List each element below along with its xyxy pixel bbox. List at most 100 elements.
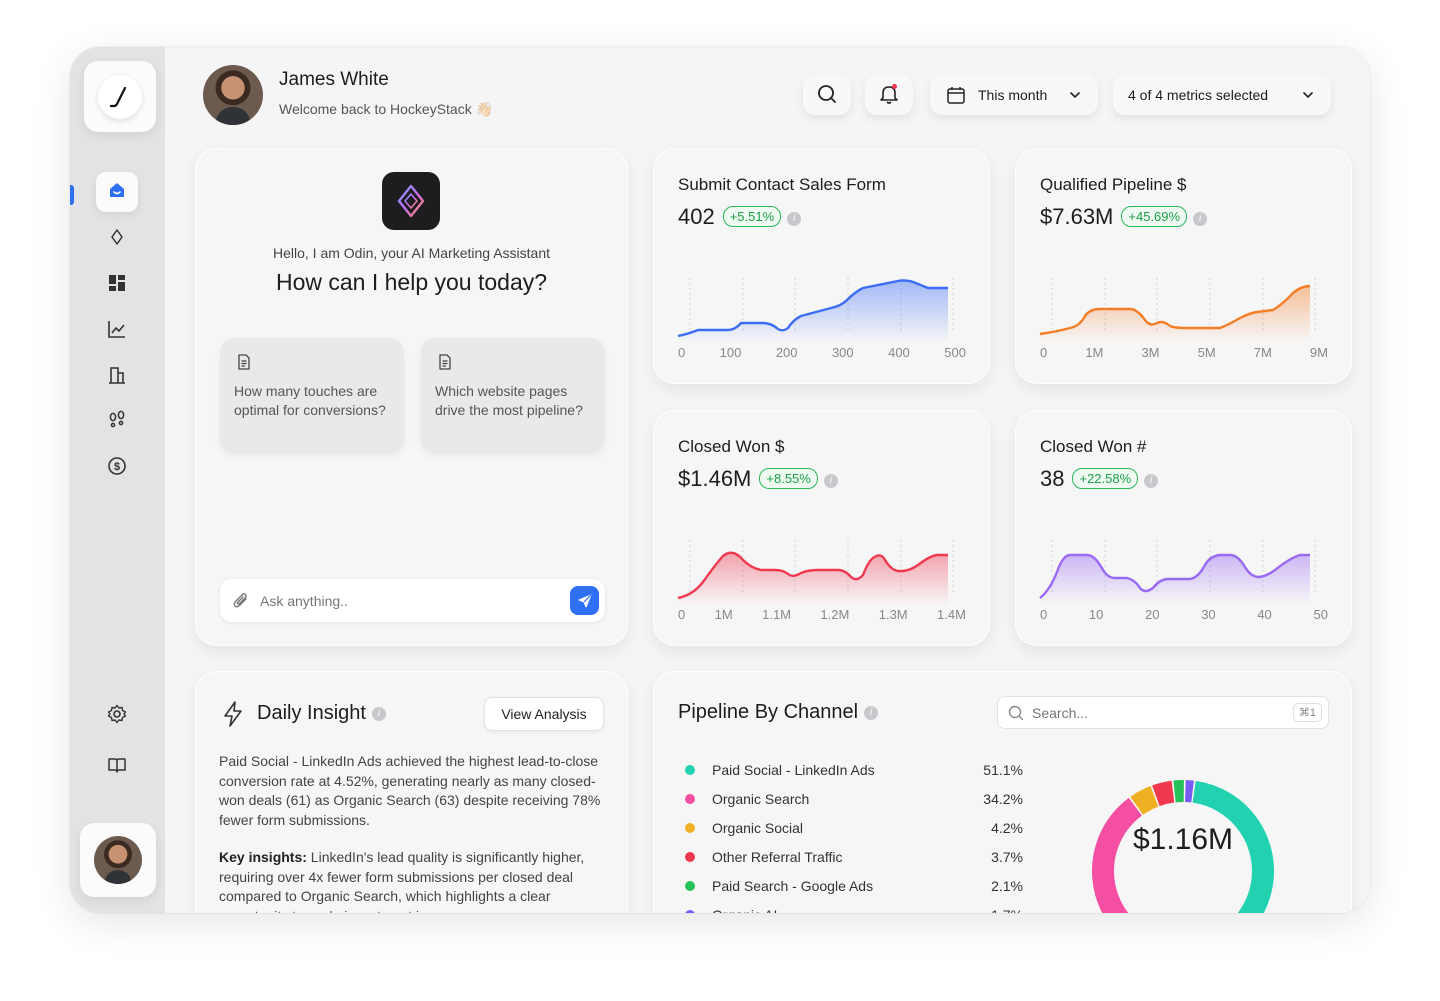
info-icon[interactable]: i xyxy=(864,706,879,720)
metric-card[interactable]: Closed Won # 38 +22.58% i 0 10 20 30 40 50 xyxy=(1015,410,1352,646)
profile-button[interactable] xyxy=(80,823,156,897)
svg-text:$: $ xyxy=(114,461,120,473)
channel-row[interactable]: Organic AI 1.7% xyxy=(683,905,1023,913)
date-filter-dropdown[interactable]: This month xyxy=(930,75,1098,115)
suggestion-chip[interactable]: Which website pages drive the most pipel… xyxy=(421,338,605,453)
channel-percent: 34.2% xyxy=(983,791,1023,807)
chat-input[interactable] xyxy=(260,589,550,612)
metric-card[interactable]: Submit Contact Sales Form 402 +5.51% i 0 1… xyxy=(653,148,990,384)
search-icon xyxy=(1008,705,1024,726)
footsteps-icon xyxy=(107,410,127,435)
x-axis-ticks: 0 1M 1.1M 1.2M 1.3M 1.4M xyxy=(678,607,966,622)
metric-title: Submit Contact Sales Form xyxy=(678,175,886,194)
metric-value-row: 402 +5.51% i xyxy=(678,204,802,230)
insight-paragraph: Paid Social - LinkedIn Ads achieved the … xyxy=(219,753,601,828)
sidebar-item-reports[interactable] xyxy=(96,311,138,351)
document-icon xyxy=(437,354,453,375)
sparkline-chart xyxy=(1039,540,1316,605)
donut-segment[interactable] xyxy=(1092,797,1159,913)
daily-insight-card: Daily Insight i View Analysis Paid Social… xyxy=(195,671,628,913)
channel-name: Paid Social - LinkedIn Ads xyxy=(712,762,875,778)
send-icon xyxy=(577,593,593,609)
sidebar-item-odin[interactable] xyxy=(96,219,138,259)
logo-button[interactable] xyxy=(84,61,156,132)
tick-label: 1M xyxy=(1085,345,1104,360)
info-icon[interactable]: i xyxy=(1193,212,1208,226)
metric-title: Closed Won # xyxy=(1040,437,1147,456)
info-icon[interactable]: i xyxy=(371,707,386,721)
tick-label: 5M xyxy=(1197,345,1216,360)
chevron-down-icon xyxy=(1301,88,1315,105)
channel-color-dot xyxy=(685,881,695,891)
active-indicator xyxy=(70,185,74,205)
key-insights-text: LinkedIn's lead quality is significantly… xyxy=(219,849,585,913)
line-chart-icon xyxy=(107,319,127,344)
tick-label: 30 xyxy=(1201,607,1216,622)
sidebar-item-settings[interactable] xyxy=(96,696,138,736)
channel-row[interactable]: Organic Search 34.2% xyxy=(683,789,1023,809)
suggestion-chip[interactable]: How many touches are optimal for convers… xyxy=(220,338,404,453)
tick-label: 100 xyxy=(719,345,742,360)
paperclip-icon[interactable] xyxy=(232,591,250,614)
metric-title: Qualified Pipeline $ xyxy=(1040,175,1187,194)
donut-segment[interactable] xyxy=(1152,780,1175,807)
change-badge: +45.69% xyxy=(1121,206,1188,227)
tick-label: 9M xyxy=(1309,345,1328,360)
channel-row[interactable]: Other Referral Traffic 3.7% xyxy=(683,847,1023,867)
channel-percent: 51.1% xyxy=(983,762,1023,778)
sidebar-item-docs[interactable] xyxy=(96,747,138,787)
ai-assistant-card: Hello, I am Odin, your AI Marketing Assi… xyxy=(195,148,628,646)
dashboard-icon xyxy=(108,274,126,297)
main-content: James White Welcome back to HockeyStack … xyxy=(165,47,1370,913)
info-icon[interactable]: i xyxy=(787,212,802,226)
sparkline-chart xyxy=(677,540,954,605)
channel-percent: 1.7% xyxy=(991,907,1023,913)
sidebar-item-dashboards[interactable] xyxy=(96,265,138,305)
search-button[interactable] xyxy=(803,75,851,115)
building-icon xyxy=(107,365,127,390)
x-axis-ticks: 0 100 200 300 400 500 xyxy=(678,345,966,360)
chevron-down-icon xyxy=(1068,88,1082,105)
channel-name: Organic Social xyxy=(712,820,804,836)
channel-color-dot xyxy=(685,823,695,833)
channel-name: Organic AI xyxy=(712,907,777,913)
bell-icon xyxy=(878,83,900,108)
channel-color-dot xyxy=(685,910,695,913)
insight-title-row: Daily Insight i xyxy=(257,702,386,725)
donut-segment[interactable] xyxy=(1184,780,1194,803)
metric-value-row: $1.46M +8.55% i xyxy=(678,466,838,492)
send-button[interactable] xyxy=(570,586,599,615)
book-icon xyxy=(107,755,127,780)
app-window: $ James White Welcome back to HockeyStac… xyxy=(70,47,1370,913)
sidebar-item-accounts[interactable] xyxy=(96,357,138,397)
tick-label: 10 xyxy=(1088,607,1104,622)
donut-segment[interactable] xyxy=(1130,786,1159,815)
channel-percent: 3.7% xyxy=(991,849,1023,865)
key-insights-label: Key insights: xyxy=(219,849,307,865)
channel-row[interactable]: Paid Social - LinkedIn Ads 51.1% xyxy=(683,760,1023,780)
change-badge: +5.51% xyxy=(722,206,782,227)
metric-card[interactable]: Qualified Pipeline $ $7.63M +45.69% i 0 1M… xyxy=(1015,148,1352,384)
metric-value: 402 xyxy=(678,204,715,229)
channel-search-input[interactable] xyxy=(1032,703,1272,723)
sidebar-item-journeys[interactable] xyxy=(96,402,138,442)
dollar-icon: $ xyxy=(107,456,127,481)
suggestion-text: Which website pages drive the most pipel… xyxy=(435,383,583,418)
metrics-filter-label: 4 of 4 metrics selected xyxy=(1128,87,1269,103)
metric-card[interactable]: Closed Won $ $1.46M +8.55% i 0 1M 1.1M 1.2… xyxy=(653,410,990,646)
sidebar-item-revenue[interactable]: $ xyxy=(96,448,138,488)
donut-segment[interactable] xyxy=(1160,780,1274,913)
tick-label: 200 xyxy=(775,345,798,360)
info-icon[interactable]: i xyxy=(1144,474,1159,488)
notifications-button[interactable] xyxy=(865,75,913,115)
sidebar-item-home[interactable] xyxy=(96,172,138,212)
channel-row[interactable]: Organic Social 4.2% xyxy=(683,818,1023,838)
channel-name: Other Referral Traffic xyxy=(712,849,843,865)
pipeline-by-channel-card: Pipeline By Channel i ⌘1 Paid Social - Li… xyxy=(653,671,1352,913)
channel-percent: 4.2% xyxy=(991,820,1023,836)
channel-search-box: ⌘1 xyxy=(997,696,1329,729)
channel-row[interactable]: Paid Search - Google Ads 2.1% xyxy=(683,876,1023,896)
info-icon[interactable]: i xyxy=(823,474,838,488)
view-analysis-button[interactable]: View Analysis xyxy=(484,697,604,731)
metrics-filter-dropdown[interactable]: 4 of 4 metrics selected xyxy=(1113,75,1331,115)
